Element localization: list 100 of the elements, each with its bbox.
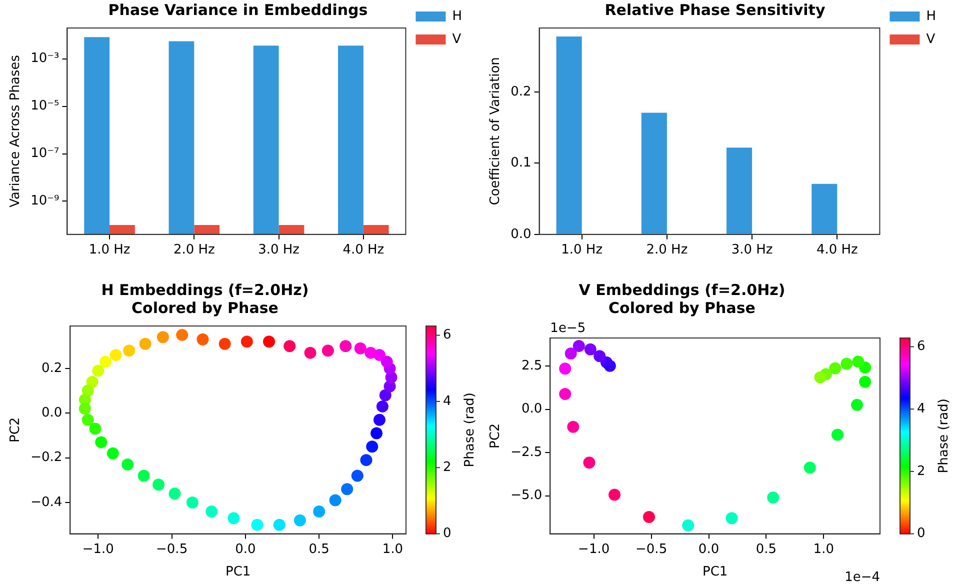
x-tick-label: 4.0 Hz (342, 242, 384, 258)
text: 1e−5 (550, 320, 586, 336)
chart-title: V Embeddings (f=2.0Hz) Colored by Phase (578, 280, 786, 317)
point (341, 483, 354, 496)
point (852, 356, 864, 368)
color-bar-label: 4 (443, 394, 452, 409)
point (240, 336, 253, 348)
point (322, 344, 334, 357)
point (139, 338, 152, 350)
x-tick-label: 3.0 Hz (258, 242, 300, 258)
point (100, 356, 112, 368)
color-bar-title: Phase (rad) (462, 392, 478, 468)
x-tick-label: 2.0 Hz (173, 242, 216, 258)
point (366, 440, 378, 453)
point (156, 331, 169, 344)
color-bar-label: 6 (443, 328, 452, 343)
color-bar-label: 4 (917, 401, 926, 416)
legend-label: H (452, 8, 462, 24)
point (110, 349, 122, 362)
y-axis-title: PC2 (8, 417, 24, 442)
x-tick-label: 0.0 (235, 542, 256, 557)
point (284, 340, 296, 352)
point (364, 346, 377, 359)
point (583, 456, 596, 469)
y-tick-label: −0.4 (30, 494, 62, 510)
bar (812, 184, 838, 234)
point (360, 454, 372, 466)
point (294, 514, 306, 526)
point (304, 346, 316, 359)
point (78, 402, 91, 415)
chart-title: Relative Phase Sensitivity (604, 0, 826, 19)
x-tick-label: 4.0 Hz (816, 242, 858, 258)
chart-title: Phase Variance in Embeddings (108, 0, 368, 19)
point (218, 338, 231, 350)
point (82, 414, 94, 426)
point (567, 420, 580, 433)
point (228, 512, 240, 524)
text: 1e−4 (844, 570, 880, 585)
x-tick-label: −1.0 (82, 542, 114, 557)
y-tick-label: 0.2 (510, 84, 532, 100)
point (859, 376, 872, 388)
x-tick-label: 3.0 Hz (731, 242, 773, 258)
color-bar-label: 6 (917, 339, 926, 354)
x-tick-label: −1.0 (578, 542, 610, 557)
x-tick-label: 1.0 Hz (561, 242, 603, 258)
point (564, 348, 577, 360)
y-tick-label: 0.0 (41, 406, 62, 421)
y-tick-label: 10⁻⁷ (30, 146, 60, 162)
x-tick-label: 1.0 Hz (88, 242, 130, 258)
point (92, 364, 104, 377)
x-tick-label: 0.5 (756, 542, 777, 557)
x-tick-label: 0.0 (698, 542, 720, 557)
x-tick-label: 0.5 (308, 542, 330, 557)
point (95, 436, 108, 448)
point (373, 414, 386, 426)
legend-label: V (926, 32, 936, 47)
point (89, 422, 102, 435)
point (186, 496, 198, 509)
color-bar-label: 0 (917, 526, 926, 542)
y-tick-label: 10⁻⁵ (30, 98, 60, 114)
point (804, 462, 816, 474)
bar (641, 112, 667, 234)
y-tick-label: 0.0 (510, 226, 532, 242)
point (831, 428, 844, 441)
bar (726, 148, 752, 234)
y-axis-title: PC2 (488, 423, 504, 448)
x-tick-label: −0.5 (156, 542, 188, 557)
point (206, 505, 218, 518)
point (273, 518, 286, 531)
point (767, 492, 780, 504)
y-tick-label: 0.0 (521, 402, 542, 417)
y-tick-label: 2.5 (521, 358, 542, 374)
point (351, 470, 364, 482)
y-tick-label: 0.1 (510, 156, 532, 171)
point (584, 343, 596, 356)
point (379, 389, 392, 402)
point (329, 494, 342, 506)
legend-label: V (452, 32, 462, 47)
x-tick-label: 1.0 (382, 542, 404, 557)
y-axis-title: Variance Across Phases (8, 54, 24, 208)
point (851, 398, 864, 411)
point (152, 478, 165, 491)
point (354, 342, 366, 354)
point (608, 488, 621, 501)
x-axis-title: PC1 (225, 564, 251, 580)
point (829, 362, 842, 374)
color-bar-label: 2 (443, 460, 452, 475)
point (123, 344, 136, 357)
y-tick-label: 0.2 (41, 360, 62, 376)
point (814, 371, 826, 384)
point (682, 519, 694, 532)
point (263, 336, 276, 348)
y-axis-title: Coefficient of Variation (488, 57, 504, 206)
point (370, 427, 383, 440)
point (840, 358, 853, 370)
color-bar-label: 2 (917, 464, 926, 479)
point (196, 333, 209, 346)
x-axis-title: PC1 (702, 564, 728, 580)
point (340, 340, 352, 352)
point (168, 488, 181, 500)
